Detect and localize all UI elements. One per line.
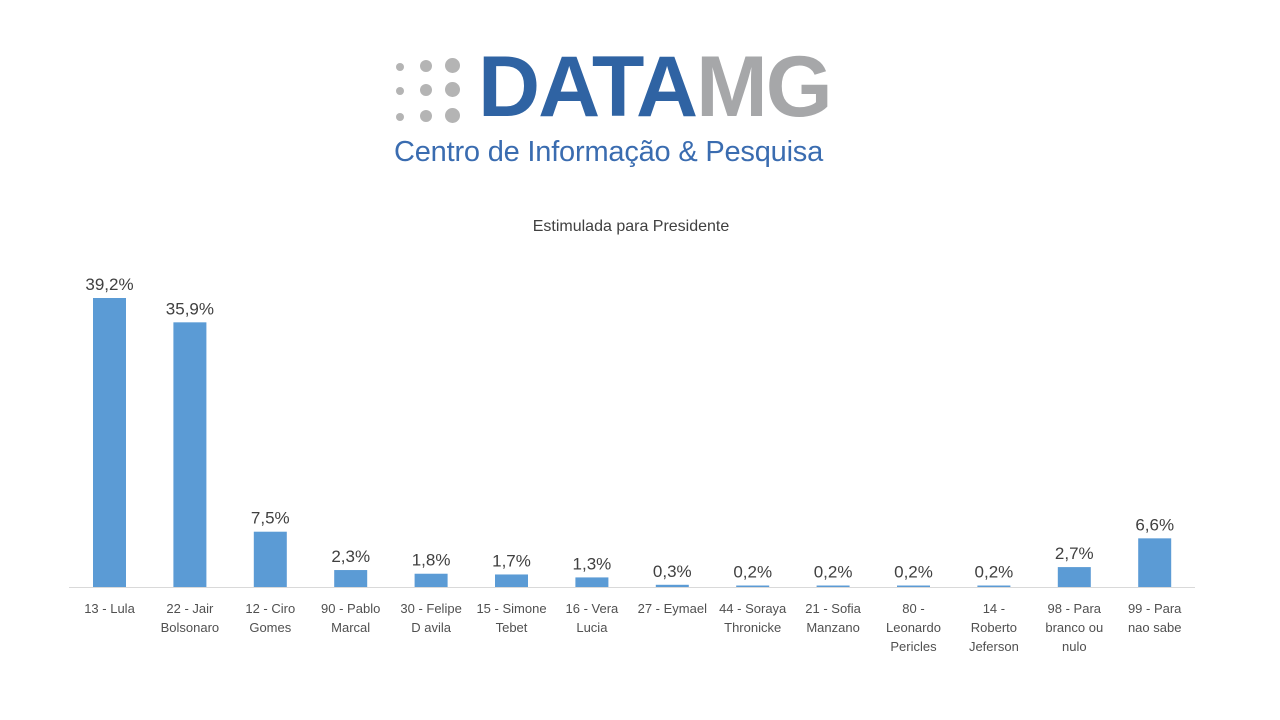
logo-data-text: DATA (478, 39, 698, 135)
bar (816, 585, 850, 587)
bar (93, 298, 126, 587)
bar (1138, 538, 1172, 587)
x-tick-label: 99 - Para nao sabe (1127, 601, 1182, 635)
data-label: 1,7% (492, 551, 531, 570)
x-tick-label: 22 - Jair Bolsonaro (160, 601, 220, 635)
x-tick-label: 30 - Felipe D avila (400, 601, 462, 635)
x-tick-label: 14 - Roberto Jeferson (968, 601, 1019, 654)
data-label: 1,3% (573, 554, 612, 573)
data-label: 0,2% (814, 563, 853, 582)
logo-mg-text: MG (696, 39, 833, 135)
x-tick-label: 90 - Pablo Marcal (321, 601, 381, 635)
data-label: 0,2% (975, 563, 1014, 582)
x-tick-label: 27 - Eymael (637, 601, 707, 616)
bar (173, 322, 207, 587)
x-tick-label: 98 - Para branco ou nulo (1045, 601, 1104, 654)
x-tick-label: 13 - Lula (84, 601, 135, 616)
data-label: 0,3% (653, 562, 692, 581)
x-tick-label: 15 - Simone Tebet (476, 601, 547, 635)
data-label: 0,2% (733, 563, 772, 582)
bar (1057, 567, 1091, 587)
data-label: 7,5% (251, 509, 290, 528)
data-label: 6,6% (1135, 515, 1174, 534)
bar (253, 531, 287, 587)
bar (897, 585, 930, 587)
logo-wordmark: DATAMG (478, 44, 833, 130)
bar (414, 573, 448, 587)
datamg-logo: DATAMG Centro de Informação & Pesquisa (390, 44, 890, 177)
x-tick-label: 16 - Vera Lucia (565, 601, 619, 635)
data-label: 1,8% (412, 551, 451, 570)
logo-subtitle: Centro de Informação & Pesquisa (394, 136, 824, 168)
bar (736, 585, 770, 587)
data-label: 0,2% (894, 563, 933, 582)
data-label: 2,3% (331, 547, 370, 566)
bar (655, 584, 689, 587)
data-label: 35,9% (166, 299, 214, 318)
bar (334, 570, 368, 587)
x-tick-label: 80 - Leonardo Pericles (886, 601, 941, 654)
bar (575, 577, 609, 587)
x-tick-label: 12 - Ciro Gomes (245, 601, 296, 635)
x-tick-label: 44 - Soraya Thronicke (719, 601, 787, 635)
bar (495, 574, 528, 587)
data-label: 39,2% (85, 275, 133, 294)
data-label: 2,7% (1055, 544, 1094, 563)
x-tick-label: 21 - Sofia Manzano (805, 601, 861, 635)
chart-title: Estimulada para Presidente (532, 218, 730, 235)
bar (977, 585, 1011, 587)
